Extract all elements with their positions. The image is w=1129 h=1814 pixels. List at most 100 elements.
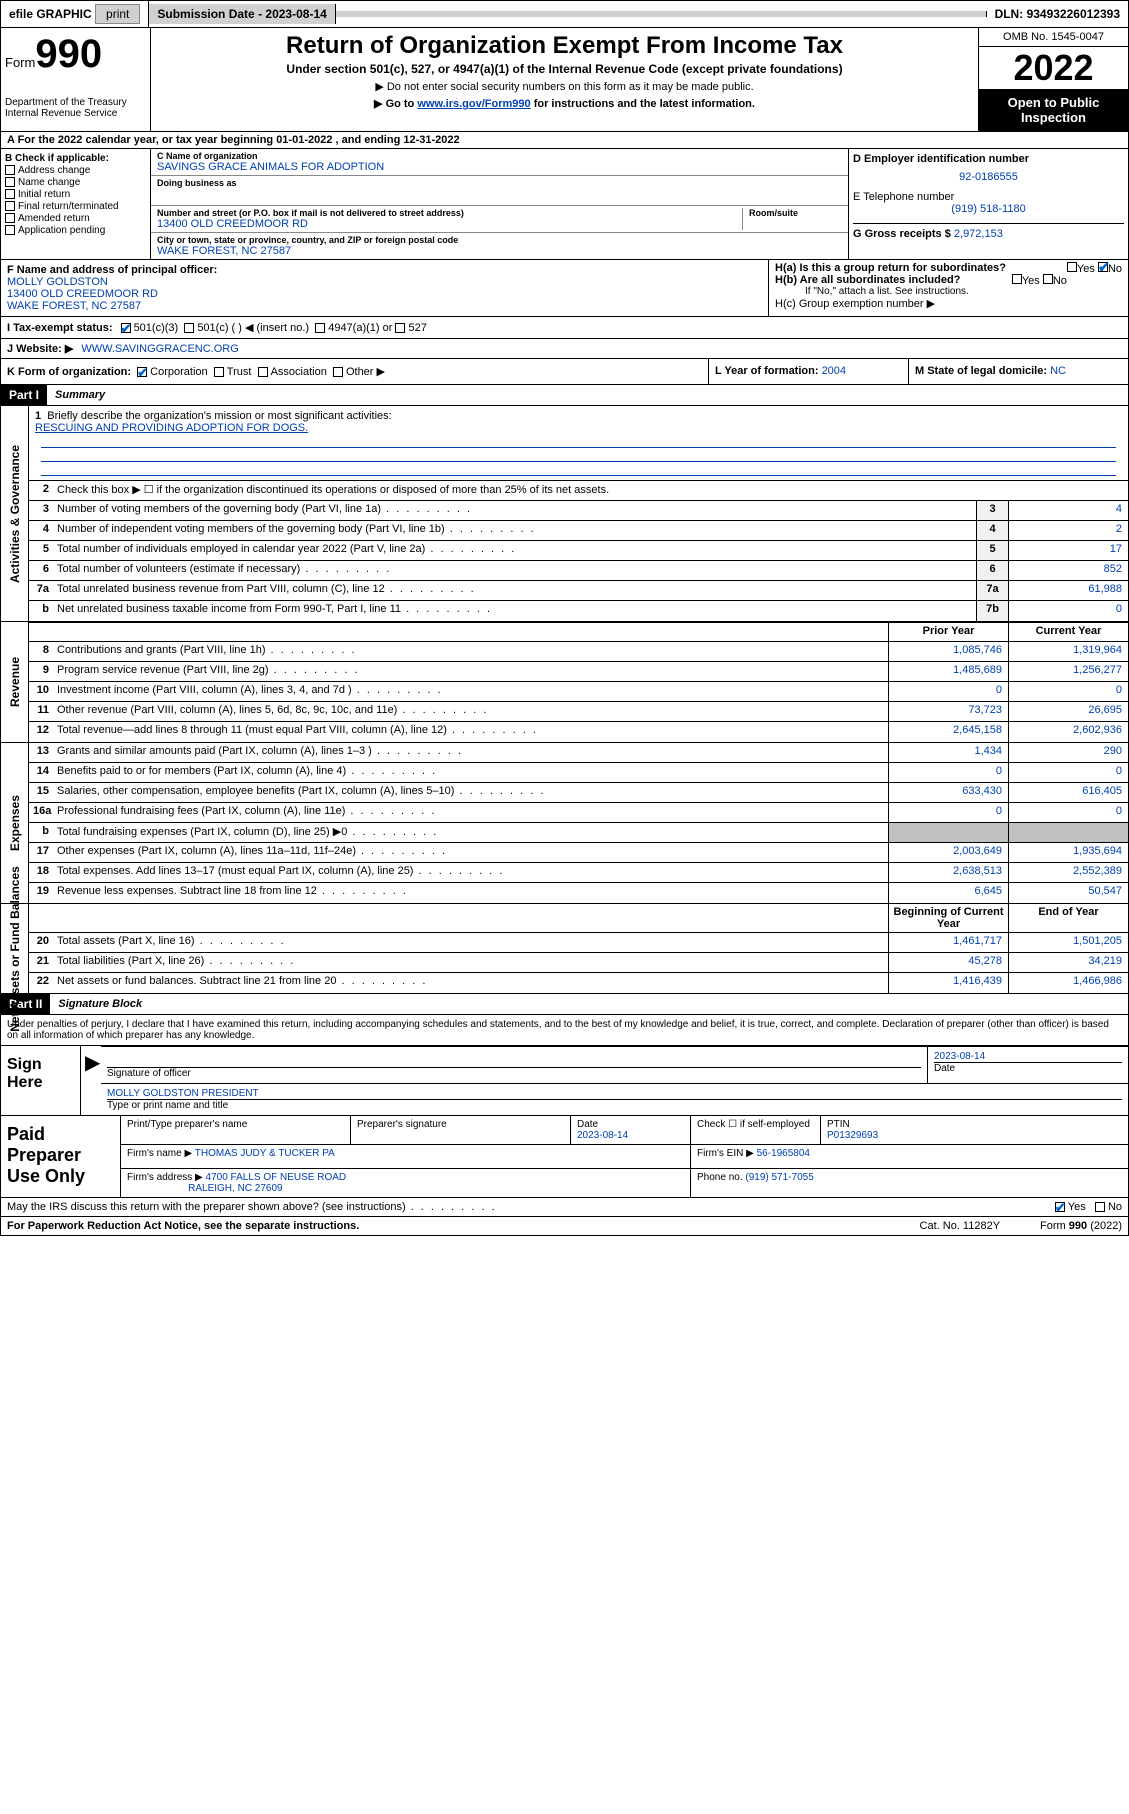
officer-name: MOLLY GOLDSTON (7, 276, 108, 288)
note-ssn: ▶ Do not enter social security numbers o… (155, 80, 974, 93)
l-year: L Year of formation: 2004 (708, 359, 908, 384)
chk-amended[interactable]: Amended return (5, 213, 146, 224)
gov-row-6: 6 Total number of volunteers (estimate i… (29, 561, 1128, 581)
part-ii-title: Signature Block (50, 995, 150, 1013)
gov-key: 7a (976, 581, 1008, 600)
dln: DLN: 93493226012393 (987, 4, 1128, 24)
current-val: 616,405 (1008, 783, 1128, 802)
form-number: Form990 (5, 32, 146, 77)
vtab-net: Net Assets or Fund Balances (8, 866, 22, 1032)
chk-501c[interactable]: 501(c) ( ) ◀ (insert no.) (184, 321, 309, 334)
street: 13400 OLD CREEDMOOR RD (157, 218, 742, 230)
block-bcde: B Check if applicable: Address change Na… (0, 149, 1129, 260)
row-klm: K Form of organization: Corporation Trus… (0, 359, 1129, 385)
prior-val (888, 823, 1008, 842)
chk-527[interactable]: 527 (395, 322, 426, 334)
col-f-officer: F Name and address of principal officer:… (1, 260, 768, 316)
chk-4947[interactable]: 4947(a)(1) or (315, 322, 392, 334)
gov-row-3: 3 Number of voting members of the govern… (29, 501, 1128, 521)
row-8: 8 Contributions and grants (Part VIII, l… (29, 642, 1128, 662)
row-18: 18 Total expenses. Add lines 13–17 (must… (29, 863, 1128, 883)
gov-val: 4 (1008, 501, 1128, 520)
omb-number: OMB No. 1545-0047 (979, 28, 1128, 47)
discuss-yes[interactable]: Yes (1055, 1201, 1086, 1213)
current-val: 0 (1008, 763, 1128, 782)
prep-hdr-sig: Preparer's signature (351, 1116, 571, 1144)
prior-val: 0 (888, 682, 1008, 701)
gov-key: 5 (976, 541, 1008, 560)
prior-val: 2,003,649 (888, 843, 1008, 862)
row-i-taxstatus: I Tax-exempt status: 501(c)(3) 501(c) ( … (0, 317, 1129, 339)
hdr-prior: Prior Year (888, 623, 1008, 641)
summary-revenue: Revenue Prior Year Current Year 8 Contri… (0, 622, 1129, 743)
current-val: 1,935,694 (1008, 843, 1128, 862)
row-text: Total assets (Part X, line 16) (53, 933, 888, 952)
sig-officer-label: Signature of officer (107, 1067, 921, 1079)
prior-val: 1,434 (888, 743, 1008, 762)
firm-phone-cell: Phone no. (919) 571-7055 (691, 1169, 1128, 1197)
summary-netassets: Net Assets or Fund Balances Beginning of… (0, 904, 1129, 994)
mission-text: RESCUING AND PROVIDING ADOPTION FOR DOGS… (35, 422, 308, 434)
row-b: b Total fundraising expenses (Part IX, c… (29, 823, 1128, 843)
officer-street: 13400 OLD CREEDMOOR RD (7, 288, 158, 300)
row-text: Total liabilities (Part X, line 26) (53, 953, 888, 972)
print-button[interactable]: print (95, 4, 140, 24)
gov-row-4: 4 Number of independent voting members o… (29, 521, 1128, 541)
form-header: Form990 Department of the Treasury Inter… (0, 28, 1129, 132)
chk-assoc[interactable]: Association (258, 366, 327, 378)
chk-501c3[interactable]: 501(c)(3) (121, 322, 179, 334)
chk-name-change[interactable]: Name change (5, 177, 146, 188)
row-text: Total revenue—add lines 8 through 11 (mu… (53, 722, 888, 742)
hb-note: If "No," attach a list. See instructions… (775, 286, 1122, 297)
chk-address-change[interactable]: Address change (5, 165, 146, 176)
row-9: 9 Program service revenue (Part VIII, li… (29, 662, 1128, 682)
ein: 92-0186555 (853, 171, 1124, 183)
sig-date: 2023-08-14 (934, 1051, 1122, 1062)
line-2: Check this box ▶ ☐ if the organization d… (53, 481, 1128, 500)
current-val: 1,256,277 (1008, 662, 1128, 681)
chk-other[interactable]: Other ▶ (333, 366, 385, 378)
top-bar: efile GRAPHIC print Submission Date - 20… (0, 0, 1129, 28)
note-link: ▶ Go to www.irs.gov/Form990 for instruct… (155, 97, 974, 110)
row-a-taxyear: A For the 2022 calendar year, or tax yea… (0, 132, 1129, 149)
gov-text: Net unrelated business taxable income fr… (53, 601, 976, 621)
paid-preparer-block: Paid Preparer Use Only Print/Type prepar… (0, 1116, 1129, 1198)
gov-text: Total number of volunteers (estimate if … (53, 561, 976, 580)
discuss-no[interactable]: No (1095, 1201, 1122, 1213)
chk-trust[interactable]: Trust (214, 366, 252, 378)
row-14: 14 Benefits paid to or for members (Part… (29, 763, 1128, 783)
prep-hdr-ptin: PTINP01329693 (821, 1116, 1128, 1144)
col-c-org: C Name of organization SAVINGS GRACE ANI… (151, 149, 848, 259)
gross-receipts: 2,972,153 (954, 228, 1003, 240)
firm-ein-cell: Firm's EIN ▶ 56-1965804 (691, 1145, 1128, 1168)
gov-key: 3 (976, 501, 1008, 520)
paperwork-notice: For Paperwork Reduction Act Notice, see … (7, 1220, 920, 1232)
phone-label: E Telephone number (853, 191, 1124, 203)
chk-corp[interactable]: Corporation (137, 366, 207, 378)
officer-city: WAKE FOREST, NC 27587 (7, 300, 141, 312)
gov-key: 6 (976, 561, 1008, 580)
spacer (336, 11, 987, 17)
mission-block: 1 Briefly describe the organization's mi… (29, 406, 1128, 481)
gov-key: 4 (976, 521, 1008, 540)
row-16a: 16a Professional fundraising fees (Part … (29, 803, 1128, 823)
prior-val: 2,645,158 (888, 722, 1008, 742)
col-de: D Employer identification number 92-0186… (848, 149, 1128, 259)
officer-label: F Name and address of principal officer: (7, 264, 217, 276)
current-val: 34,219 (1008, 953, 1128, 972)
cat-no: Cat. No. 11282Y (920, 1220, 1001, 1232)
row-text: Net assets or fund balances. Subtract li… (53, 973, 888, 993)
chk-app-pending[interactable]: Application pending (5, 225, 146, 236)
room-label: Room/suite (749, 208, 842, 218)
prep-hdr-name: Print/Type preparer's name (121, 1116, 351, 1144)
prior-val: 0 (888, 763, 1008, 782)
current-val: 0 (1008, 803, 1128, 822)
row-text: Investment income (Part VIII, column (A)… (53, 682, 888, 701)
chk-final-return[interactable]: Final return/terminated (5, 201, 146, 212)
open-public: Open to Public Inspection (979, 89, 1128, 131)
tax-year: 2022 (979, 47, 1128, 89)
chk-initial-return[interactable]: Initial return (5, 189, 146, 200)
website[interactable]: WWW.SAVINGGRACENC.ORG (81, 343, 238, 355)
prior-val: 1,485,689 (888, 662, 1008, 681)
irs-link[interactable]: www.irs.gov/Form990 (417, 98, 530, 110)
